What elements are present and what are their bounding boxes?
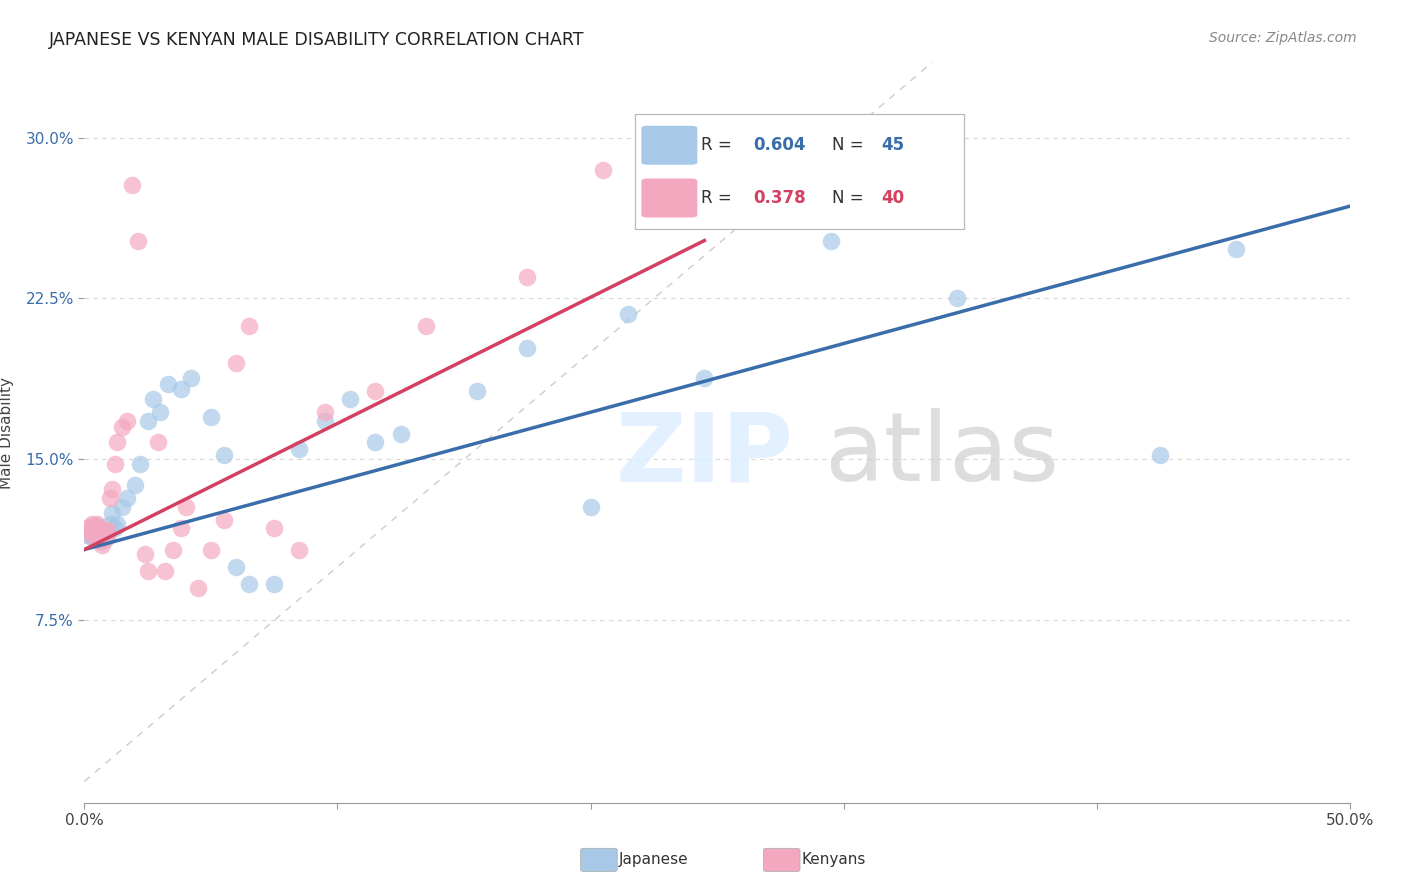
Text: Source: ZipAtlas.com: Source: ZipAtlas.com — [1209, 31, 1357, 45]
Point — [238, 577, 260, 591]
Point — [136, 414, 159, 428]
Point — [80, 516, 103, 531]
Point — [1149, 448, 1171, 462]
Point — [579, 500, 602, 514]
Point — [98, 491, 121, 505]
Point — [169, 382, 191, 396]
Point — [212, 448, 235, 462]
Point — [105, 516, 128, 531]
Point — [117, 414, 139, 428]
Text: Japanese: Japanese — [619, 853, 689, 867]
Point — [225, 356, 247, 370]
Point — [156, 377, 179, 392]
Point — [465, 384, 488, 398]
Point — [693, 371, 716, 385]
Point — [79, 525, 101, 540]
Point — [86, 525, 108, 540]
Point — [80, 521, 103, 535]
Point — [121, 178, 143, 192]
Point — [155, 564, 177, 578]
Point — [180, 371, 202, 385]
Point — [96, 523, 118, 537]
Point — [91, 533, 114, 548]
Point — [238, 319, 260, 334]
Text: JAPANESE VS KENYAN MALE DISABILITY CORRELATION CHART: JAPANESE VS KENYAN MALE DISABILITY CORRE… — [49, 31, 585, 49]
Point — [96, 530, 118, 544]
Point — [104, 521, 127, 535]
Point — [93, 523, 115, 537]
Point — [127, 234, 149, 248]
Point — [91, 525, 114, 540]
Point — [187, 581, 209, 595]
Point — [96, 525, 118, 540]
Point — [89, 533, 111, 548]
Y-axis label: Male Disability: Male Disability — [0, 376, 14, 489]
Point — [80, 525, 103, 540]
Point — [117, 491, 139, 505]
Point — [105, 435, 128, 450]
Point — [516, 270, 538, 285]
Text: ZIP: ZIP — [616, 409, 794, 501]
Point — [136, 564, 159, 578]
Point — [617, 306, 640, 320]
Point — [124, 478, 146, 492]
Point — [79, 527, 101, 541]
Point — [101, 483, 124, 497]
Point — [142, 392, 165, 407]
Text: atlas: atlas — [824, 409, 1060, 501]
Point — [314, 405, 336, 419]
Point — [111, 420, 134, 434]
Point — [104, 457, 127, 471]
Point — [162, 542, 184, 557]
Point — [415, 319, 437, 334]
Point — [86, 519, 108, 533]
Text: Kenyans: Kenyans — [801, 853, 866, 867]
Point — [592, 162, 614, 177]
Point — [314, 414, 336, 428]
Point — [80, 519, 103, 533]
Point — [288, 442, 311, 456]
Point — [149, 405, 172, 419]
Point — [91, 538, 114, 552]
Point — [146, 435, 169, 450]
Point — [101, 506, 124, 520]
Point — [174, 500, 197, 514]
Point — [200, 409, 222, 424]
Point — [111, 500, 134, 514]
Point — [134, 547, 156, 561]
Point — [76, 521, 98, 535]
Point — [389, 426, 412, 441]
Point — [89, 530, 111, 544]
Point — [212, 512, 235, 526]
Point — [225, 559, 247, 574]
Point — [83, 530, 105, 544]
Point — [364, 435, 387, 450]
Point — [86, 521, 108, 535]
Point — [263, 521, 285, 535]
Point — [288, 542, 311, 557]
Point — [200, 542, 222, 557]
Point — [339, 392, 361, 407]
Point — [516, 341, 538, 355]
Point — [1225, 242, 1247, 256]
Point — [820, 234, 842, 248]
Point — [263, 577, 285, 591]
Point — [946, 292, 969, 306]
Point — [129, 457, 152, 471]
Point — [76, 527, 98, 541]
Point — [668, 156, 690, 170]
Point — [83, 532, 105, 546]
Point — [98, 516, 121, 531]
Point — [169, 521, 191, 535]
Point — [86, 516, 108, 531]
Point — [93, 532, 115, 546]
Point — [364, 384, 387, 398]
